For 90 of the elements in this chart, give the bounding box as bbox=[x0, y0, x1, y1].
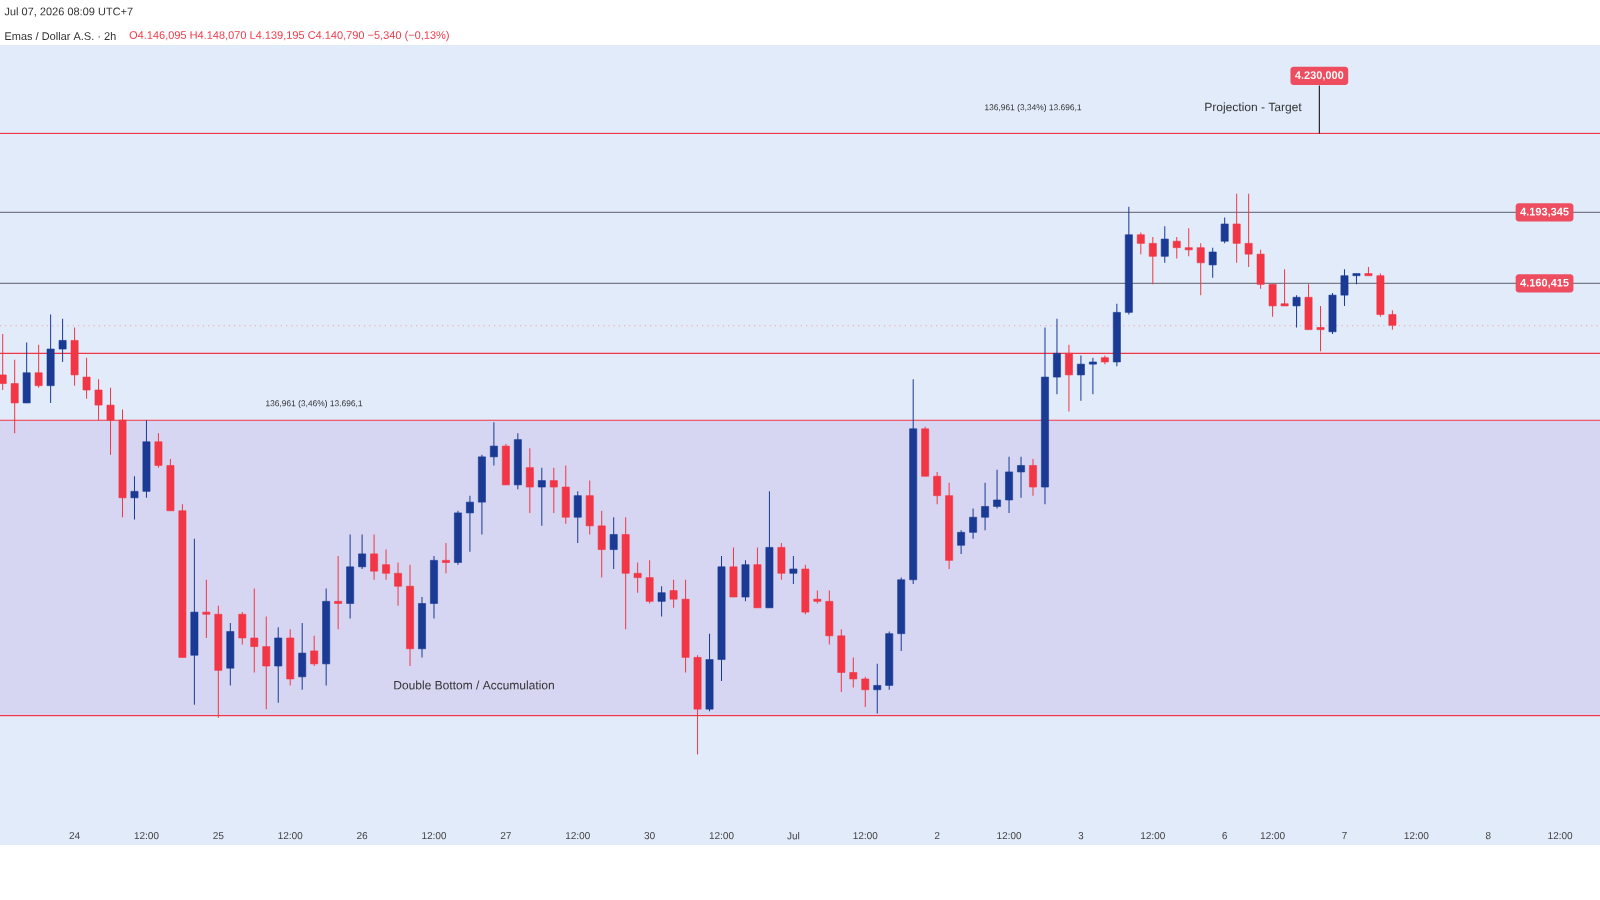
candlestick bbox=[442, 542, 450, 574]
candlestick bbox=[489, 421, 498, 466]
candlestick bbox=[370, 533, 378, 581]
ref-line-label: 4.160,415 bbox=[1520, 278, 1569, 289]
candlestick bbox=[573, 490, 582, 544]
chart-subtitle: Emas / Dollar A.S. · 2h bbox=[5, 31, 116, 41]
x-tick-label: 8 bbox=[1485, 832, 1491, 840]
annotation: 136,961 (3,34%) 13.696,1 bbox=[985, 104, 1082, 112]
x-tick-label: 12:00 bbox=[709, 832, 734, 840]
candlestick bbox=[849, 656, 858, 689]
candlestick bbox=[1172, 236, 1181, 259]
candlestick bbox=[202, 579, 211, 639]
candlestick bbox=[1136, 232, 1145, 255]
x-tick-label: 6 bbox=[1222, 832, 1228, 840]
candlestick bbox=[58, 318, 67, 363]
x-tick-label: 30 bbox=[644, 832, 655, 840]
candlestick bbox=[597, 510, 606, 579]
candlestick bbox=[1148, 236, 1157, 285]
x-tick-label: 3 bbox=[1078, 832, 1084, 840]
candlestick bbox=[993, 469, 1001, 510]
candlestick bbox=[525, 447, 534, 514]
x-tick-label: 12:00 bbox=[565, 832, 590, 840]
candlestick bbox=[1292, 294, 1301, 328]
candlestick bbox=[1184, 227, 1193, 257]
candlestick bbox=[82, 357, 91, 400]
candlestick bbox=[1077, 355, 1085, 402]
annotation: Double Bottom / Accumulation bbox=[394, 680, 554, 690]
x-tick-label: 12:00 bbox=[997, 832, 1022, 840]
candlestick bbox=[382, 549, 390, 581]
x-tick-label: Jul bbox=[787, 832, 800, 840]
candlestick bbox=[1340, 268, 1349, 307]
candlestick bbox=[1089, 357, 1097, 395]
candlestick bbox=[645, 559, 654, 604]
text: O4.146,095 H4.148,070 L4.139,195 C4.140,790 −5,340 (−0,13%) bbox=[129, 30, 449, 42]
candlestick bbox=[1196, 242, 1205, 296]
x-tick-label: 12:00 bbox=[1404, 832, 1429, 840]
candlestick bbox=[969, 508, 977, 540]
candlestick bbox=[1388, 309, 1397, 331]
x-tick-label: 12:00 bbox=[134, 832, 159, 840]
candlestick bbox=[130, 475, 139, 520]
x-tick-label: 12:00 bbox=[1141, 832, 1165, 840]
candlestick bbox=[1208, 247, 1217, 279]
candlestick bbox=[933, 471, 942, 505]
x-tick-label: 24 bbox=[69, 832, 80, 840]
candlestick bbox=[537, 467, 546, 527]
x-tick-label: 25 bbox=[213, 832, 224, 840]
x-tick-label: 26 bbox=[357, 832, 368, 840]
candlestick bbox=[1232, 193, 1241, 264]
candlestick bbox=[238, 611, 247, 645]
candlestick bbox=[873, 663, 882, 714]
candlestick bbox=[1268, 283, 1277, 318]
candlestick bbox=[1017, 456, 1025, 499]
candlestick bbox=[298, 622, 307, 691]
x-tick-label: 12:00 bbox=[422, 832, 447, 840]
annotation: 136,961 (3,46%) 13.696,1 bbox=[266, 400, 363, 408]
candlestick bbox=[657, 585, 666, 617]
x-tick-label: 12:00 bbox=[1548, 832, 1573, 840]
x-tick-label: 7 bbox=[1342, 832, 1347, 839]
x-tick-label: 27 bbox=[500, 832, 511, 840]
candlestick bbox=[250, 587, 259, 673]
candlestick bbox=[334, 555, 343, 630]
candlestick bbox=[861, 676, 870, 708]
candlestick bbox=[1280, 268, 1289, 307]
x-tick-label: 12:00 bbox=[1260, 832, 1285, 840]
candlestick bbox=[789, 555, 798, 585]
x-tick-label: 2 bbox=[934, 832, 940, 840]
candlestick bbox=[981, 482, 989, 531]
ref-line-label: 4.230,000 bbox=[1295, 71, 1344, 81]
candlestick bbox=[1160, 225, 1169, 264]
candlestick bbox=[1244, 193, 1253, 268]
candlestick bbox=[262, 615, 271, 710]
candlestick bbox=[957, 529, 966, 555]
ref-line-label: 4.193,345 bbox=[1520, 207, 1569, 218]
chart-title: Jul 07, 2026 08:09 UTC+7 bbox=[4, 7, 133, 17]
x-tick-label: 12:00 bbox=[853, 832, 878, 840]
annotation: Projection - Target bbox=[1205, 102, 1302, 114]
candlestick bbox=[310, 635, 319, 667]
candlestick bbox=[633, 562, 642, 594]
candlestick bbox=[1220, 217, 1229, 244]
candlestick bbox=[154, 432, 163, 469]
candlestick bbox=[358, 533, 366, 570]
candlestick bbox=[1029, 458, 1037, 497]
x-tick-label: 12:00 bbox=[278, 832, 303, 840]
candlestick bbox=[549, 467, 558, 514]
candlestick bbox=[394, 562, 402, 607]
candlestick bbox=[1053, 318, 1061, 395]
candlestick bbox=[466, 495, 474, 553]
candlestick bbox=[1316, 305, 1325, 352]
candlestick bbox=[669, 579, 678, 609]
candlestick bbox=[609, 516, 618, 570]
